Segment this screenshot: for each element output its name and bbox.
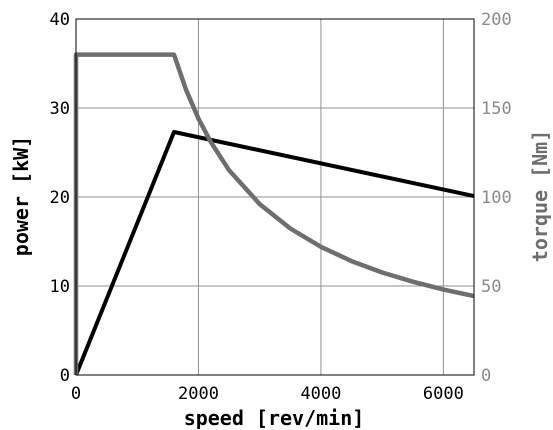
y-left-tick-label: 20 bbox=[50, 188, 70, 208]
y-right-tick-label: 0 bbox=[481, 366, 491, 386]
power-line bbox=[74, 130, 475, 376]
x-tick-label: 4000 bbox=[300, 384, 341, 404]
x-tick-label: 6000 bbox=[423, 384, 464, 404]
series-layer bbox=[73, 52, 475, 376]
y-axis-label-left: power [kW] bbox=[9, 136, 33, 256]
y-left-tick-label: 0 bbox=[60, 366, 70, 386]
y-right-tick-label: 150 bbox=[481, 99, 512, 119]
torque-line bbox=[73, 52, 475, 375]
x-tick-label: 0 bbox=[71, 384, 81, 404]
x-tick-label: 2000 bbox=[178, 384, 219, 404]
plot-frame bbox=[75, 18, 475, 376]
grid bbox=[76, 19, 474, 375]
y-right-tick-label: 50 bbox=[481, 277, 501, 297]
y-right-tick-label: 100 bbox=[481, 188, 512, 208]
y-axis-label-right: torque [Nm] bbox=[528, 130, 552, 262]
x-axis-label: speed [rev/min] bbox=[184, 406, 365, 430]
y-left-tick-label: 30 bbox=[50, 99, 70, 119]
tick-labels: 0 2000 4000 6000 0 10 20 30 40 0 50 100 150 200 bbox=[50, 10, 512, 404]
y-left-tick-label: 10 bbox=[50, 277, 70, 297]
y-right-tick-label: 200 bbox=[481, 10, 512, 30]
y-left-tick-label: 40 bbox=[50, 10, 70, 30]
